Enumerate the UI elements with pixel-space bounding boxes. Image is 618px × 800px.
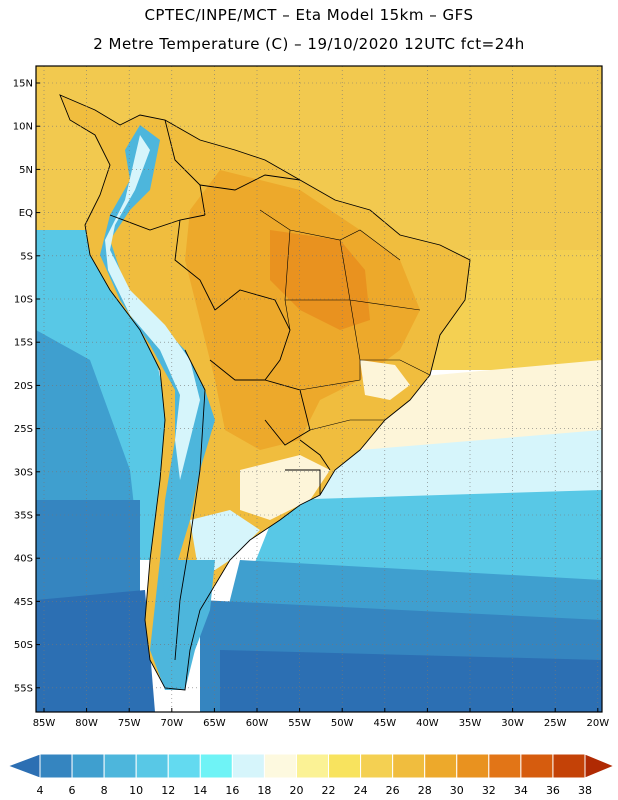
- lon-label: 85W: [33, 718, 56, 729]
- andes-cold-ridge: [100, 125, 215, 600]
- lat-label: 15S: [14, 338, 33, 349]
- border-colombia-peru: [109, 214, 206, 231]
- colorbar-swatch: [295, 753, 330, 779]
- ocean-band-cold-2: [36, 330, 602, 640]
- colorbar-label: 18: [257, 784, 271, 797]
- colorbar-swatch: [71, 753, 105, 779]
- colorbar-swatch: [103, 753, 137, 779]
- lat-label: 5N: [19, 165, 33, 176]
- lon-label: 45W: [373, 718, 396, 729]
- lat-label: 50S: [14, 640, 33, 651]
- colorbar-swatch: [488, 753, 522, 779]
- lat-label: 35S: [14, 511, 33, 522]
- colorbar: [6, 753, 616, 779]
- border-argentina-chile: [174, 349, 206, 661]
- lat-label: 45S: [14, 597, 33, 608]
- lon-label: 25W: [544, 718, 567, 729]
- map-frame: [35, 65, 603, 713]
- lat-label: EQ: [19, 208, 33, 219]
- latitude-labels: 15N 10N 5N EQ 5S 10S 15S 20S 25S 30S 35S 40S 45S 50S 5…: [13, 79, 40, 694]
- colorbar-label: 10: [129, 784, 143, 797]
- lon-label: 60W: [246, 718, 269, 729]
- lat-label: 5S: [20, 251, 33, 262]
- lon-label: 65W: [203, 718, 226, 729]
- lon-label: 50W: [331, 718, 354, 729]
- colorbar-label: 38: [578, 784, 592, 797]
- colorbar-label: 8: [101, 784, 108, 797]
- colorbar-label: 32: [482, 784, 496, 797]
- lon-label: 80W: [75, 718, 98, 729]
- map-title-line1: CPTEC/INPE/MCT – Eta Model 15km – GFS: [144, 6, 474, 24]
- lon-label: 20W: [586, 718, 609, 729]
- lat-label: 10N: [13, 122, 33, 133]
- colorbar-label: 16: [225, 784, 239, 797]
- colorbar-label: 30: [450, 784, 464, 797]
- land-mild-south: [240, 455, 330, 520]
- colorbar-label: 6: [69, 784, 76, 797]
- colorbar-labels: 4 6 8 10 12 14 16 18 20 22 24 26 28 30 32 34 36 38: [37, 784, 593, 797]
- border-peru-brazil: [174, 219, 216, 311]
- border-bolivia: [209, 289, 291, 381]
- colorbar-swatch: [360, 753, 394, 779]
- colorbar-swatch: [552, 753, 586, 779]
- colorbar-swatch: [520, 753, 554, 779]
- lat-label: 15N: [13, 79, 33, 90]
- lon-label: 75W: [118, 718, 141, 729]
- colorbar-label: 14: [193, 784, 207, 797]
- lat-label: 55S: [14, 683, 33, 694]
- map-title-line2: 2 Metre Temperature (C) – 19/10/2020 12U…: [93, 35, 525, 53]
- border-uruguay: [285, 469, 321, 495]
- colorbar-swatch: [135, 753, 169, 779]
- ocean-band-cold-1: [36, 230, 602, 600]
- lon-label: 30W: [501, 718, 524, 729]
- colorbar-swatch: [231, 753, 265, 779]
- border-brazil-states: [259, 209, 431, 431]
- colorbar-label: 20: [289, 784, 303, 797]
- colorbar-swatch: [39, 753, 73, 779]
- colorbar-label: 26: [386, 784, 400, 797]
- colorbar-swatch: [199, 753, 233, 779]
- land-hotter-zone: [270, 230, 370, 330]
- lat-label: 25S: [14, 424, 33, 435]
- lon-label: 35W: [459, 718, 482, 729]
- colorbar-label: 22: [322, 784, 336, 797]
- colorbar-swatch: [424, 753, 458, 779]
- lon-label: 55W: [288, 718, 311, 729]
- colorbar-label: 36: [546, 784, 560, 797]
- colorbar-extend-high: [584, 753, 616, 779]
- colorbar-swatch: [328, 753, 362, 779]
- border-venezuela-brazil: [199, 174, 301, 191]
- country-borders: [59, 94, 471, 691]
- lat-label: 30S: [14, 467, 33, 478]
- lat-label: 20S: [14, 381, 33, 392]
- longitude-labels: 85W 80W 75W 70W 65W 60W 55W 50W 45W 40W 35W 30W 25W 2…: [33, 708, 609, 729]
- lon-label: 70W: [160, 718, 183, 729]
- temperature-field: [36, 66, 602, 712]
- colorbar-swatch: [392, 753, 426, 779]
- colorbar-label: 12: [161, 784, 175, 797]
- ocean-band-cool: [300, 430, 602, 510]
- lon-label: 40W: [416, 718, 439, 729]
- lat-label: 40S: [14, 554, 33, 565]
- colorbar-label: 24: [354, 784, 368, 797]
- colorbar-swatch: [263, 753, 297, 779]
- border-colombia-venezuela: [164, 119, 206, 216]
- colorbar-swatch: [167, 753, 201, 779]
- colorbar-label: 4: [37, 784, 44, 797]
- lat-label: 10S: [14, 295, 33, 306]
- border-argentina-brazil: [299, 439, 331, 471]
- highland-cool-brazil: [360, 360, 410, 400]
- colorbar-swatch: [456, 753, 490, 779]
- ocean-band-cold-4: [36, 590, 602, 712]
- continent-outline: [59, 94, 471, 691]
- colorbar-label: 34: [514, 784, 528, 797]
- colorbar-label: 28: [418, 784, 432, 797]
- colorbar-extend-low: [6, 753, 41, 779]
